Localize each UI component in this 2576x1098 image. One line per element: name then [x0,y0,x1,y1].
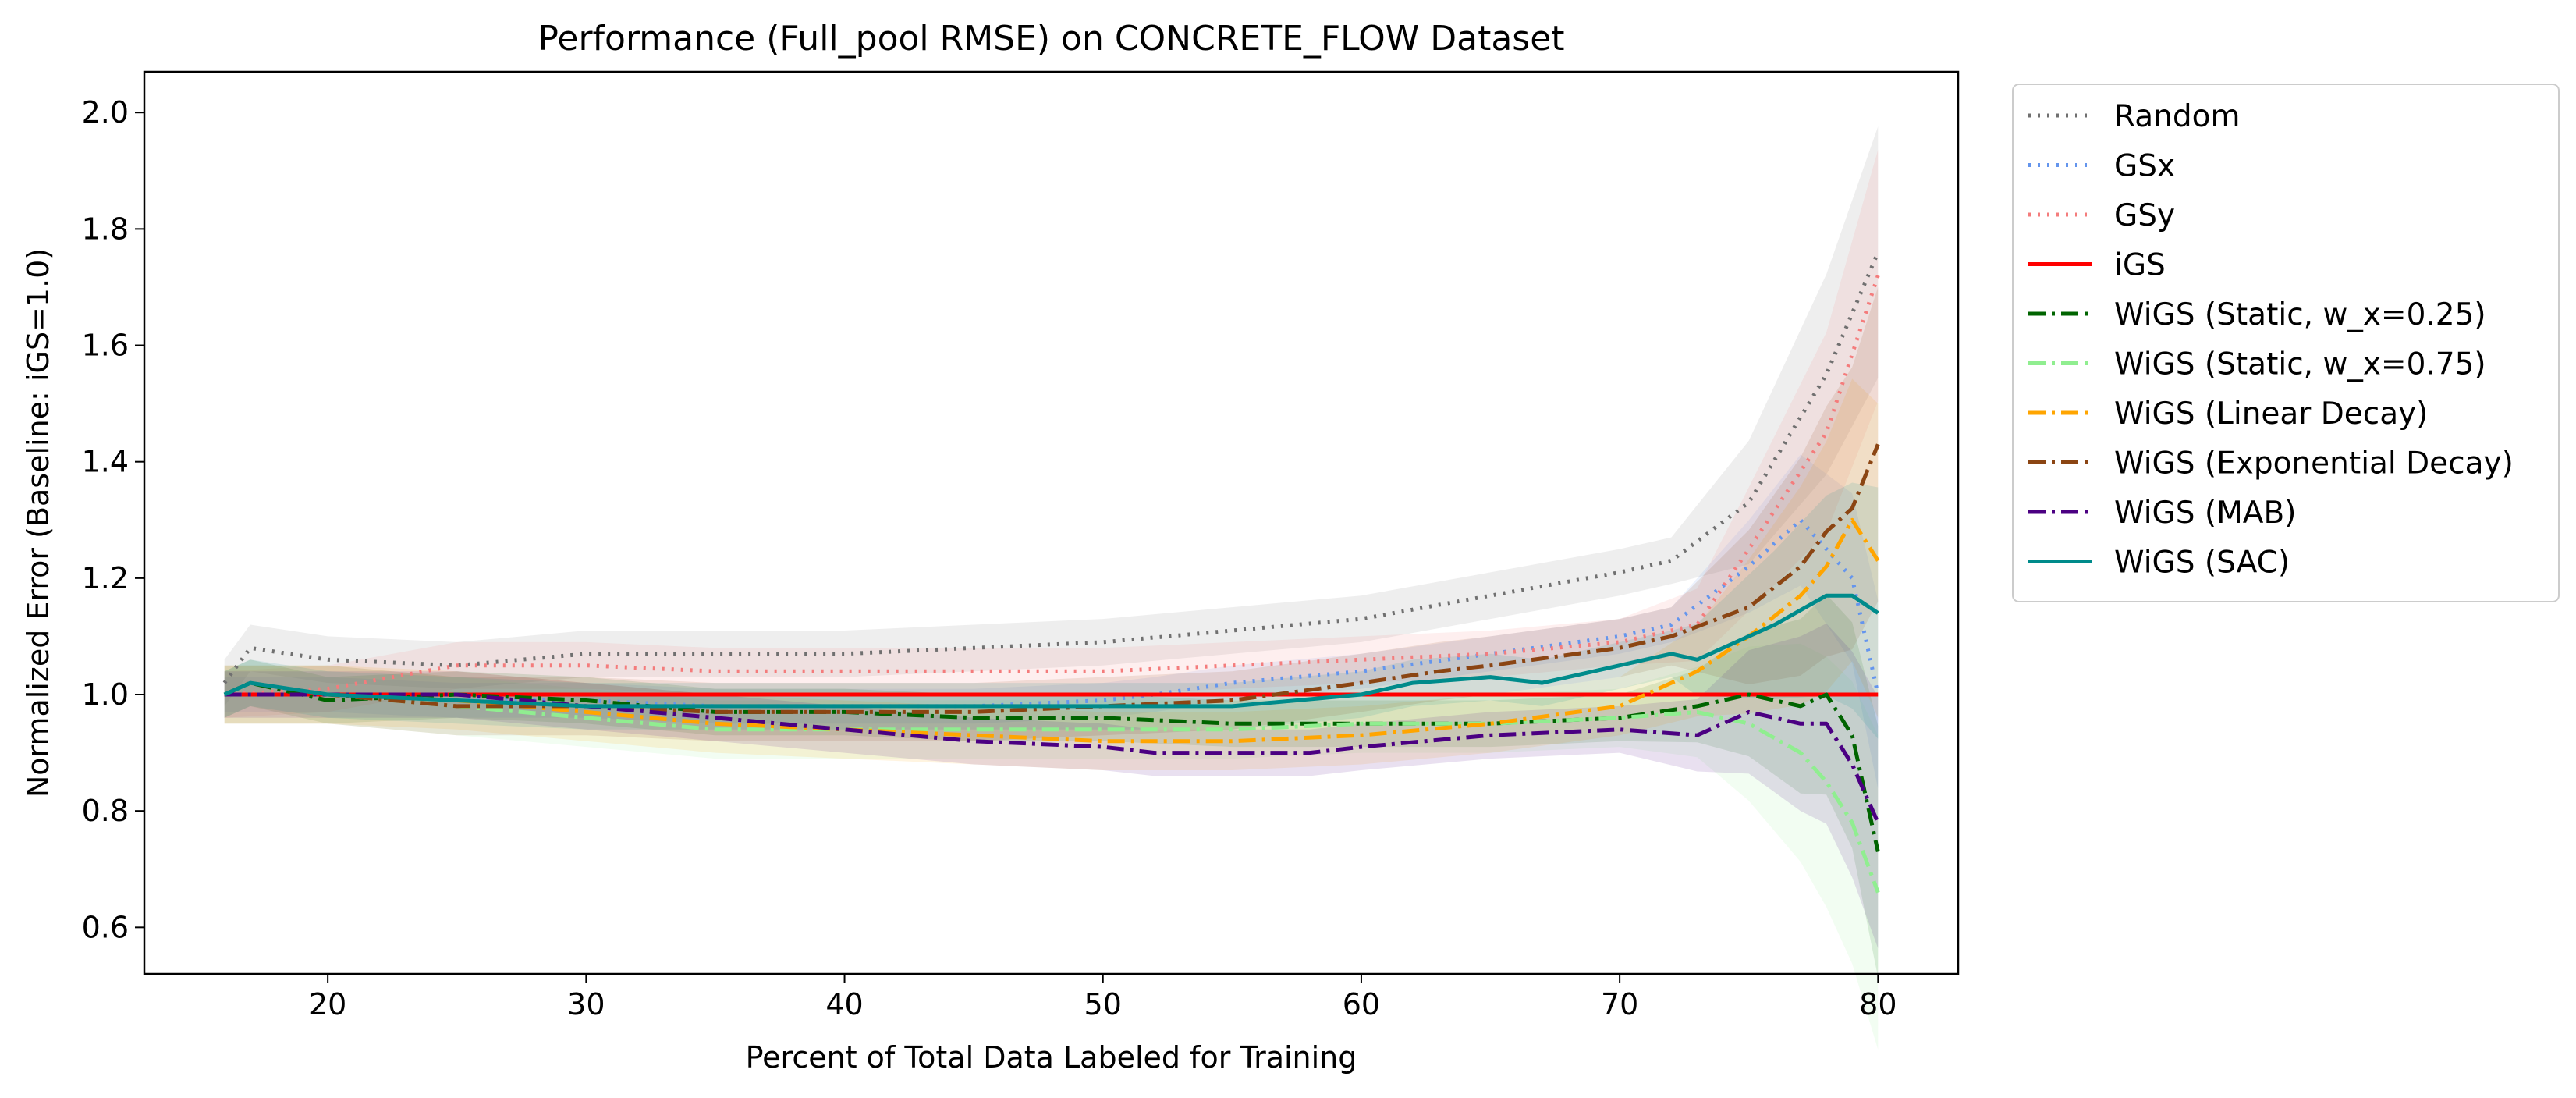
x-tick-label: 20 [309,987,346,1022]
y-axis-label: Normalized Error (Baseline: iGS=1.0) [21,248,55,798]
x-tick-label: 30 [567,987,605,1022]
x-tick-label: 60 [1343,987,1380,1022]
legend-label-3: iGS [2114,248,2166,283]
y-tick-label: 2.0 [82,95,129,130]
legend: Random GSx GSy iGS WiGS (Static, w_x=0.25) Wi… [2012,84,2560,602]
legend-label-1: GSx [2114,149,2175,184]
series-lines [222,251,1880,894]
legend-label-2: GSy [2114,198,2175,233]
series-band-2 [224,149,1879,718]
y-tick-label: 0.6 [82,910,129,944]
legend-label-4: WiGS (Static, w_x=0.25) [2114,297,2486,332]
y-tick-label: 1.0 [82,677,129,712]
legend-box [2012,84,2560,602]
series-band-5 [224,643,1879,1050]
series-band-0 [224,126,1879,706]
x-tick-label: 80 [1859,987,1897,1022]
chart-title: Performance (Full_pool RMSE) on CONCRETE… [538,19,1564,59]
y-tick-label: 1.6 [82,329,129,363]
x-axis-label: Percent of Total Data Labeled for Traini… [746,1040,1357,1075]
legend-label-9: WiGS (SAC) [2114,545,2290,581]
series-line-8 [224,692,1880,824]
legend-label-0: Random [2114,99,2240,134]
legend-label-5: WiGS (Static, w_x=0.75) [2114,347,2486,382]
series-band-9 [224,482,1879,739]
plot-frame [143,70,1960,975]
legend-label-8: WiGS (MAB) [2114,496,2296,531]
series-band-4 [224,594,1879,978]
x-tick-label: 40 [825,987,863,1022]
x-tick-label: 70 [1601,987,1638,1022]
axis-ticks: 20 30 40 50 60 70 80 0.6 0.8 1.0 1.2 1.4 1.6 1.8 2.0 [82,95,1897,1022]
legend-label-7: WiGS (Exponential Decay) [2114,446,2514,481]
legend-label-6: WiGS (Linear Decay) [2114,396,2428,432]
confidence-bands [224,126,1879,1050]
x-tick-label: 50 [1084,987,1122,1022]
series-line-0 [222,251,1880,684]
series-line-5 [224,692,1880,894]
y-tick-label: 0.8 [82,794,129,828]
series-line-6 [224,517,1880,744]
y-tick-label: 1.8 [82,211,129,246]
series-line-9 [223,593,1879,709]
y-tick-label: 1.4 [82,445,129,479]
y-tick-label: 1.2 [82,561,129,595]
